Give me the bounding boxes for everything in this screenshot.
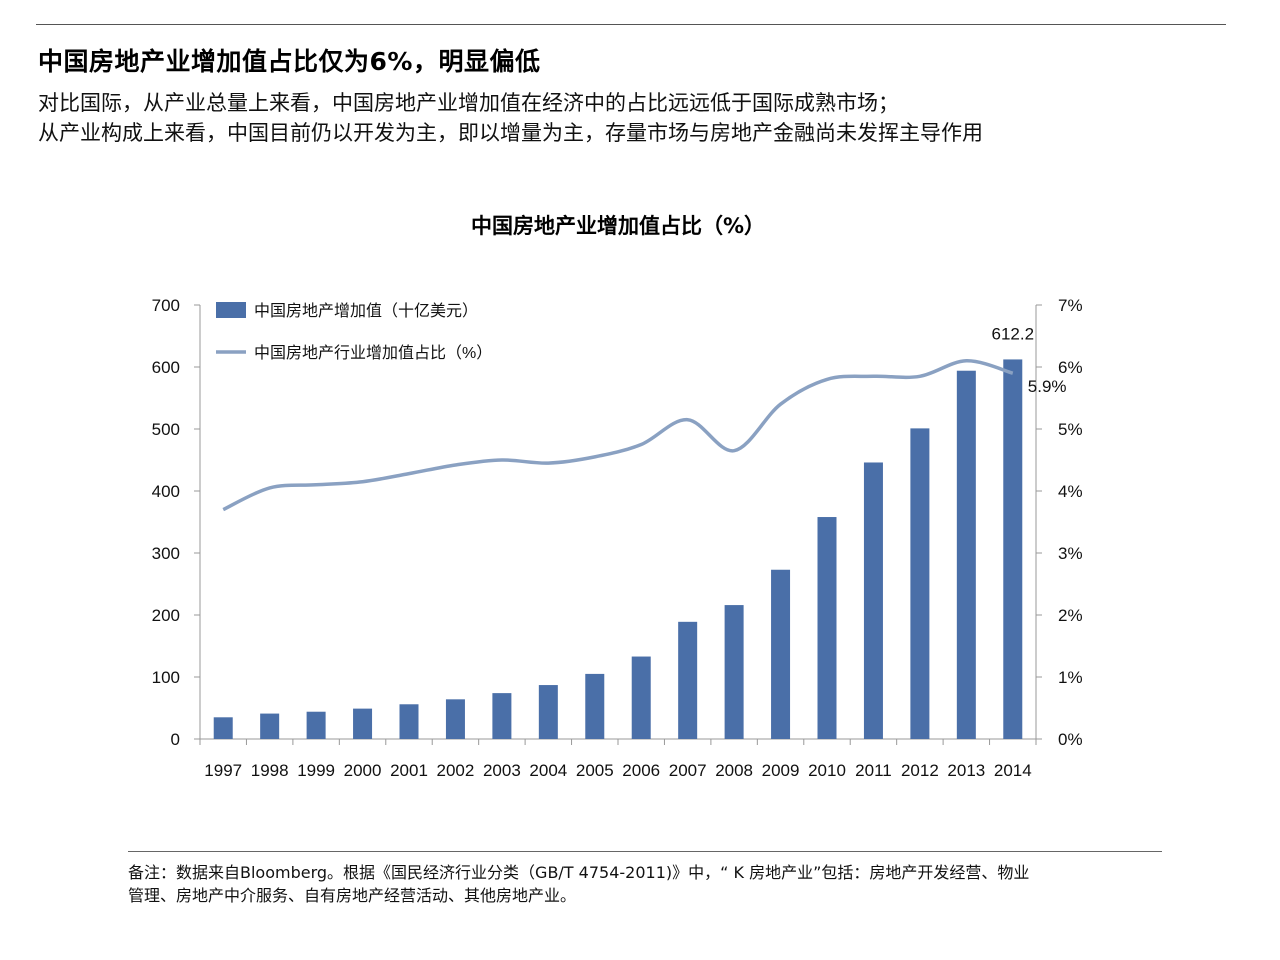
data-annotations: 612.2 5.9%: [992, 324, 1067, 396]
bar: [771, 569, 791, 739]
bar: [724, 605, 744, 739]
bar: [863, 462, 883, 739]
y-right-tick-label: 1%: [1058, 668, 1083, 687]
x-tick-label: 1998: [251, 761, 289, 780]
bar: [306, 711, 326, 739]
y-left-tick-label: 500: [152, 420, 180, 439]
bar: [956, 370, 976, 739]
bar: [538, 685, 558, 739]
x-tick-label: 2003: [483, 761, 521, 780]
y-left-tick-label: 200: [152, 606, 180, 625]
x-tick-label: 2001: [390, 761, 428, 780]
bar: [492, 693, 512, 739]
x-tick-label: 2014: [994, 761, 1032, 780]
y-right-tick-label: 7%: [1058, 296, 1083, 315]
chart-legend: 中国房地产增加值（十亿美元） 中国房地产行业增加值占比（%）: [216, 302, 492, 362]
x-tick-label: 2006: [622, 761, 660, 780]
bar-series: [213, 359, 1023, 739]
x-tick-label: 2013: [947, 761, 985, 780]
bar: [445, 699, 465, 739]
bar: [213, 717, 233, 739]
legend-label-line: 中国房地产行业增加值占比（%）: [254, 344, 492, 362]
y-right-tick-label: 0%: [1058, 730, 1083, 749]
x-tick-label: 1997: [204, 761, 242, 780]
subtitle: 对比国际，从产业总量上来看，中国房地产业增加值在经济中的占比远远低于国际成熟市场…: [38, 88, 983, 148]
y-left-tick-label: 100: [152, 668, 180, 687]
bar: [678, 621, 698, 739]
bar: [817, 517, 837, 739]
x-tick-label: 2007: [669, 761, 707, 780]
chart: 0 100 200 300 400 500 600 700 0% 1% 2% 3% 4% 5% 6% 7% 19…: [152, 296, 1083, 780]
tick-labels: 0 100 200 300 400 500 600 700 0% 1% 2% 3% 4% 5% 6% 7% 19…: [152, 296, 1083, 780]
bar-value-label: 612.2: [992, 324, 1035, 343]
bar: [910, 428, 930, 739]
y-right-tick-label: 2%: [1058, 606, 1083, 625]
bar: [399, 704, 419, 739]
chart-axes: [194, 304, 1042, 745]
footnote-line-1: 备注：数据来自Bloomberg。根据《国民经济行业分类（GB/T 4754-2…: [128, 863, 1030, 882]
bottom-rule: [128, 851, 1162, 852]
line-path: [222, 359, 1014, 512]
y-left-tick-label: 700: [152, 296, 180, 315]
y-right-tick-label: 6%: [1058, 358, 1083, 377]
x-tick-label: 2000: [344, 761, 382, 780]
y-right-tick-label: 3%: [1058, 544, 1083, 563]
y-left-tick-label: 300: [152, 544, 180, 563]
x-tick-label: 2008: [715, 761, 753, 780]
legend-swatch-bar: [216, 302, 246, 318]
subtitle-line-2: 从产业构成上来看，中国目前仍以开发为主，即以增量为主，存量市场与房地产金融尚未发…: [38, 121, 983, 145]
bar: [260, 713, 280, 739]
line-series: [222, 359, 1014, 512]
x-tick-label: 2009: [762, 761, 800, 780]
bar: [585, 673, 605, 739]
bar: [1003, 359, 1023, 739]
y-right-tick-label: 4%: [1058, 482, 1083, 501]
bar: [631, 656, 651, 739]
x-tick-label: 2011: [855, 761, 892, 780]
y-left-tick-label: 400: [152, 482, 180, 501]
subtitle-line-1: 对比国际，从产业总量上来看，中国房地产业增加值在经济中的占比远远低于国际成熟市场…: [38, 91, 899, 115]
x-tick-label: 1999: [297, 761, 335, 780]
x-tick-label: 2010: [808, 761, 846, 780]
page-title: 中国房地产业增加值占比仅为6%，明显偏低: [38, 47, 541, 76]
x-tick-label: 2012: [901, 761, 939, 780]
top-rule: [36, 24, 1226, 25]
line-value-label: 5.9%: [1028, 377, 1067, 396]
y-left-tick-label: 0: [171, 730, 180, 749]
x-tick-label: 2002: [437, 761, 475, 780]
footnote: 备注：数据来自Bloomberg。根据《国民经济行业分类（GB/T 4754-2…: [128, 861, 1168, 907]
x-tick-label: 2004: [529, 761, 567, 780]
bar: [353, 708, 373, 739]
x-tick-label: 2005: [576, 761, 614, 780]
chart-title: 中国房地产业增加值占比（%）: [470, 214, 766, 238]
legend-label-bar: 中国房地产增加值（十亿美元）: [254, 302, 478, 320]
y-left-tick-label: 600: [152, 358, 180, 377]
y-right-tick-label: 5%: [1058, 420, 1083, 439]
footnote-line-2: 管理、房地产中介服务、自有房地产经营活动、其他房地产业。: [128, 886, 577, 905]
